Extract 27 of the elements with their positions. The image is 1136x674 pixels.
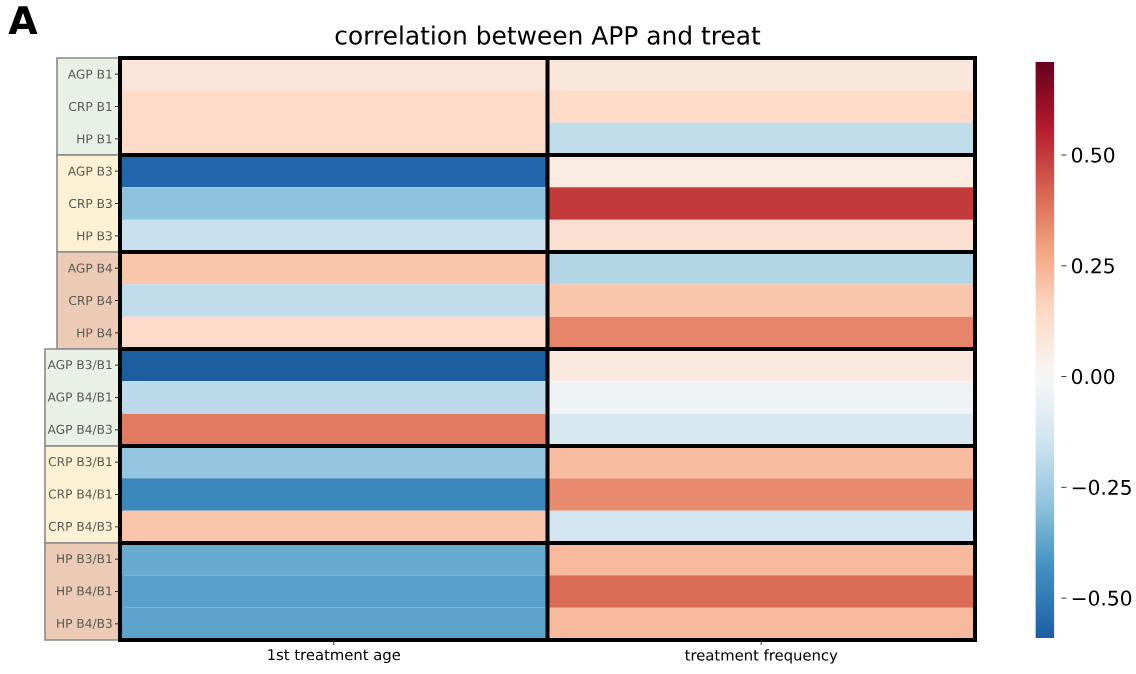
chart-title: correlation between APP and treat — [335, 25, 761, 45]
y-tick-label: HP B4 — [77, 328, 113, 338]
color-bar-label: 0.00 — [1071, 368, 1115, 385]
y-tick-label: CRP B4 — [69, 295, 113, 306]
y-tick-label: HP B3/B1 — [57, 554, 112, 565]
y-tick-label: AGP B1 — [67, 69, 112, 79]
y-tick-label: AGP B3 — [67, 166, 112, 176]
y-tick-label: CRP B1 — [69, 101, 112, 112]
x-tick-label: 1st treatment age — [268, 649, 401, 664]
color-bar-label: −0.25 — [1072, 479, 1131, 495]
y-tick-label: CRP B4/B3 — [48, 521, 112, 532]
color-bar-label: 0.50 — [1071, 147, 1115, 163]
y-tick-label: HP B1 — [77, 134, 112, 144]
y-tick-label: HP B4/B3 — [57, 618, 112, 629]
y-tick-label: CRP B3 — [69, 198, 112, 209]
y-tick-label: HP B4/B1 — [57, 586, 112, 597]
text: A — [8, 6, 38, 34]
y-tick-label: HP B3 — [77, 231, 112, 241]
x-tick-label: treatment frequency — [685, 649, 838, 664]
y-tick-label: AGP B4/B3 — [47, 424, 112, 435]
y-tick-label: AGP B4 — [67, 263, 113, 273]
y-tick-label: CRP B3/B1 — [48, 457, 112, 468]
color-bar-label: −0.50 — [1072, 590, 1132, 606]
color-bar-label: 0.25 — [1071, 258, 1114, 274]
y-tick-label: AGP B4/B1 — [47, 392, 112, 403]
y-tick-label: AGP B3/B1 — [47, 360, 112, 371]
y-tick-label: CRP B4/B1 — [48, 489, 112, 500]
